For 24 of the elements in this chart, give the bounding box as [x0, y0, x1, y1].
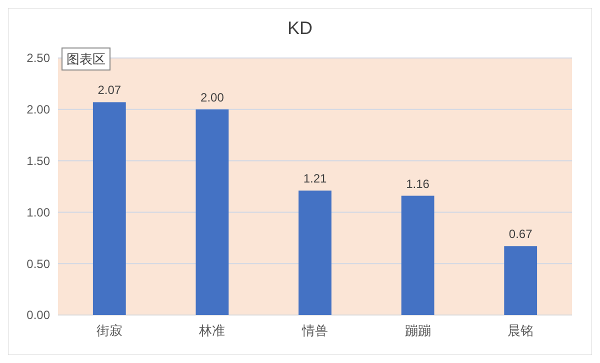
- y-tick-label: 2.00: [26, 102, 50, 117]
- data-label: 1.21: [303, 172, 327, 186]
- annotation: 图表区: [66, 52, 106, 67]
- bar: [92, 102, 126, 315]
- bar: [298, 190, 332, 315]
- bar: [401, 196, 434, 315]
- bar: [196, 109, 229, 315]
- y-tick-label: 2.50: [26, 51, 50, 66]
- x-tick-label: 街寂: [96, 323, 122, 338]
- x-tick-label: 林准: [198, 323, 226, 338]
- y-tick-label: 0.50: [26, 256, 50, 271]
- data-label: 0.67: [508, 227, 533, 242]
- tooltip-box: 图表区: [62, 48, 110, 70]
- data-label: 2.07: [98, 83, 122, 98]
- x-tick-label: 晨铭: [508, 323, 534, 338]
- data-label: 1.16: [406, 176, 430, 191]
- y-tick-label: 1.00: [26, 205, 50, 220]
- bar: [504, 246, 538, 315]
- y-tick-label: 1.50: [26, 154, 50, 168]
- y-tick-label: 0.00: [26, 308, 50, 322]
- x-tick-label: 情兽: [301, 323, 328, 338]
- x-tick-label: 蹦蹦: [404, 323, 431, 338]
- chart-title: KD: [287, 18, 313, 38]
- data-label: 2.00: [200, 90, 224, 104]
